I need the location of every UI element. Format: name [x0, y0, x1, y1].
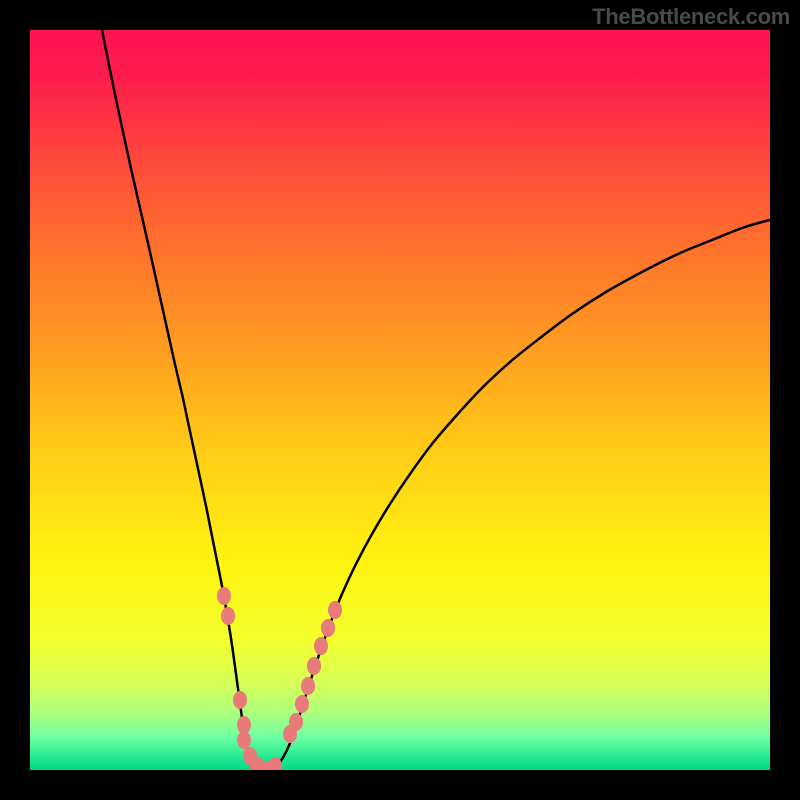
data-marker	[217, 587, 231, 605]
chart-plot-area	[30, 30, 770, 770]
data-marker	[237, 731, 251, 749]
data-marker	[301, 677, 315, 695]
chart-frame: TheBottleneck.com	[0, 0, 800, 800]
data-marker	[221, 607, 235, 625]
data-marker	[233, 691, 247, 709]
data-marker	[328, 601, 342, 619]
data-marker	[314, 637, 328, 655]
data-marker	[321, 619, 335, 637]
watermark-text: TheBottleneck.com	[592, 4, 790, 30]
chart-background	[30, 30, 770, 770]
data-marker	[289, 713, 303, 731]
data-marker	[295, 695, 309, 713]
chart-svg	[30, 30, 770, 770]
data-marker	[307, 657, 321, 675]
